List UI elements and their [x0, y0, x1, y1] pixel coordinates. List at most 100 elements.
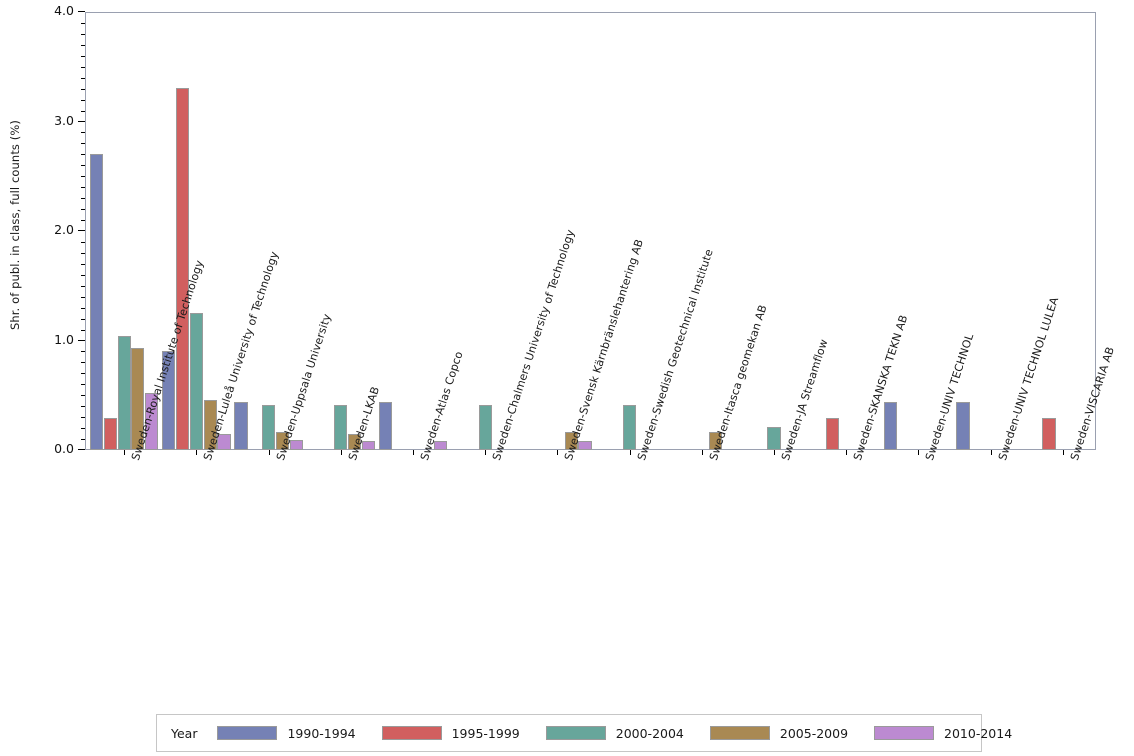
x-axis-tick	[846, 450, 848, 455]
bar	[103, 418, 117, 450]
bar	[578, 441, 592, 450]
x-axis-tick	[1062, 450, 1064, 455]
bar	[884, 401, 898, 450]
y-axis-minor-tick	[81, 318, 85, 320]
y-tick-mark	[78, 11, 85, 12]
bar	[189, 313, 203, 450]
x-axis-label: Sweden-Itasca geomekan AB	[707, 303, 770, 462]
bar	[361, 441, 375, 450]
y-tick-mark	[78, 230, 85, 231]
y-axis-minor-tick	[81, 220, 85, 222]
bar	[564, 432, 578, 450]
y-axis-minor-tick	[81, 395, 85, 397]
bar	[623, 405, 637, 450]
y-axis-minor-tick	[81, 274, 85, 276]
x-axis-tick	[485, 450, 487, 455]
y-axis-minor-tick	[81, 285, 85, 287]
y-axis-minor-tick	[81, 252, 85, 254]
legend-item[interactable]: 2010-2014	[874, 726, 1012, 741]
y-axis-minor-tick	[81, 209, 85, 211]
y-axis-minor-tick	[81, 99, 85, 101]
y-axis-minor-tick	[81, 351, 85, 353]
y-axis-minor-tick	[81, 55, 85, 57]
x-axis-tick	[629, 450, 631, 455]
y-tick-mark	[78, 449, 85, 450]
y-axis-title: Shr. of publ. in class, full counts (%)	[8, 120, 22, 330]
y-axis-minor-tick	[81, 187, 85, 189]
y-axis-minor-tick	[81, 77, 85, 79]
y-tick-mark	[78, 120, 85, 122]
x-axis-label: Sweden-Uppsala University	[274, 312, 334, 462]
y-axis-minor-tick	[81, 88, 85, 90]
y-axis-minor-tick	[81, 165, 85, 167]
legend-item[interactable]: 1990-1994	[217, 725, 356, 741]
bar	[478, 405, 492, 450]
y-axis-minor-tick	[81, 307, 85, 309]
y-axis-minor-tick	[81, 439, 85, 441]
x-axis-tick	[196, 450, 198, 455]
bar	[275, 432, 289, 450]
y-axis-minor-tick	[81, 33, 85, 35]
x-axis-tick	[340, 450, 342, 455]
y-axis-minor-tick	[81, 198, 85, 200]
x-axis-tick	[124, 450, 126, 455]
legend-label: 2000-2004	[615, 725, 684, 741]
y-axis-minor-tick	[81, 362, 85, 364]
y-axis-minor-tick	[81, 154, 85, 156]
bar	[117, 336, 131, 450]
legend-item[interactable]: 2000-2004	[545, 725, 684, 741]
y-axis-minor-tick	[81, 384, 85, 386]
x-axis-label: Sweden-SKANSKA TEKN AB	[851, 313, 910, 462]
legend-label: 2005-2009	[779, 725, 849, 741]
legend-label: 1995-1999	[451, 725, 520, 741]
bar	[767, 427, 781, 450]
y-axis-minor-tick	[81, 241, 85, 243]
legend-item[interactable]: 2005-2009	[709, 725, 849, 741]
bar	[89, 154, 104, 450]
y-axis-minor-tick	[81, 22, 85, 24]
y-tick-label: 4.0	[54, 3, 74, 18]
bar	[825, 418, 840, 450]
bar	[217, 433, 231, 450]
bar	[433, 441, 448, 450]
y-tick-label: 1.0	[54, 331, 74, 347]
legend-swatch	[217, 726, 278, 740]
y-tick-label: 3.0	[54, 112, 74, 128]
y-axis-minor-tick	[81, 373, 85, 375]
bar	[234, 401, 248, 450]
legend-label: 2010-2014	[944, 725, 1013, 741]
bar	[175, 87, 190, 450]
y-axis-minor-tick	[81, 263, 85, 265]
legend-label: 1990-1994	[287, 725, 356, 741]
bar	[145, 393, 159, 450]
y-axis-minor-tick	[81, 110, 85, 112]
y-tick-label: 2.0	[54, 222, 74, 237]
x-axis-label: Sweden-Luleå University of Technology	[201, 250, 281, 462]
y-axis-minor-tick	[81, 417, 85, 419]
x-axis-tick	[990, 450, 992, 455]
bar	[378, 401, 392, 450]
bar	[289, 440, 303, 450]
legend-swatch	[874, 726, 935, 740]
x-axis-label: Sweden-UNIV TECHNOL	[923, 332, 976, 462]
y-axis-minor-tick	[81, 143, 85, 145]
bar	[203, 399, 217, 450]
y-axis-minor-tick	[81, 428, 85, 430]
x-axis-label: Sweden-LKAB	[346, 385, 382, 462]
bar	[261, 405, 276, 450]
x-axis-tick	[701, 450, 703, 455]
y-tick-label: 0.0	[54, 441, 74, 456]
legend-item[interactable]: 1995-1999	[381, 725, 520, 741]
y-tick-mark	[78, 339, 85, 341]
y-axis-minor-tick	[81, 132, 85, 134]
x-axis-tick	[918, 450, 920, 455]
x-axis-label: Sweden-JA Streamflow	[779, 338, 830, 462]
x-axis-tick	[557, 450, 559, 455]
legend-items: 1990-1994 1995-1999 2000-2004 2005-2009 2010…	[217, 726, 1038, 741]
x-axis-label: Sweden-Atlas Copco	[418, 350, 466, 462]
x-axis-label: Sweden-Svensk Kärnbränslehantering AB	[562, 238, 646, 462]
y-axis-minor-tick	[81, 66, 85, 68]
x-axis-label: Sweden-Swedish Geotechnical Institute	[635, 248, 716, 462]
bar	[1042, 418, 1056, 450]
